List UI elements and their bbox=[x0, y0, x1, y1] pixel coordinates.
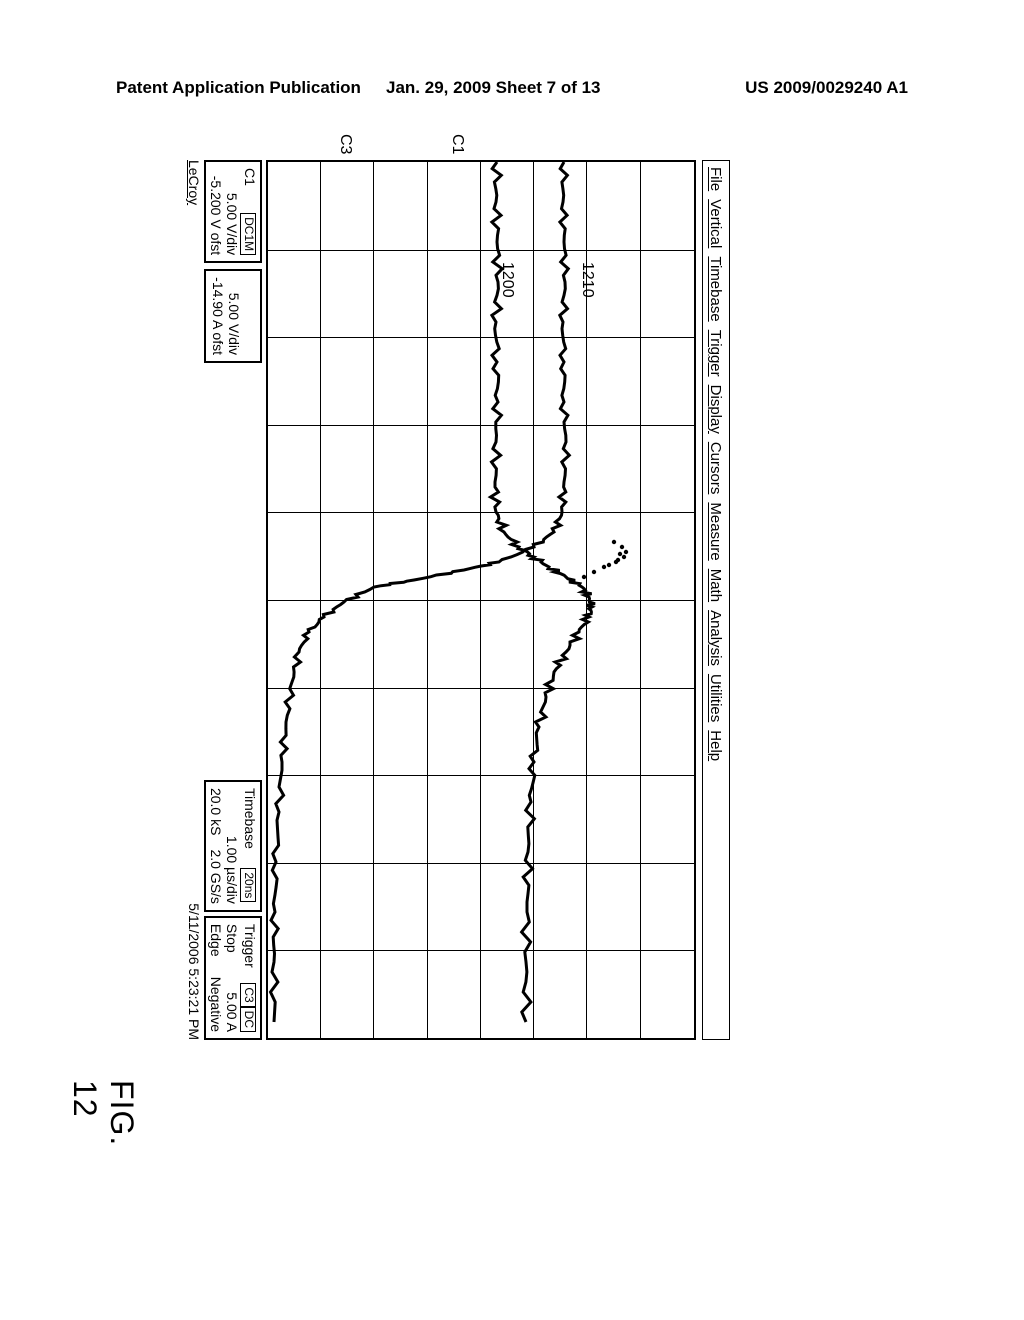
status-row: C1 DC1M 5.00 V/div -5.200 V ofst 5.00 V/… bbox=[204, 160, 262, 1040]
scope-plot-area: C1 C3 1210 1200 bbox=[266, 160, 696, 1040]
menu-timebase[interactable]: Timebase bbox=[708, 256, 725, 321]
oscilloscope-window: File Vertical Timebase Trigger Display C… bbox=[170, 160, 730, 1040]
figure-label: FIG. 12 bbox=[66, 1080, 140, 1146]
trace-peak-dot bbox=[616, 558, 620, 562]
annotation-1200: 1200 bbox=[498, 262, 516, 298]
menu-analysis[interactable]: Analysis bbox=[708, 610, 725, 666]
footer-brand: LeCroy bbox=[186, 160, 202, 205]
header-right: US 2009/0029240 A1 bbox=[745, 78, 908, 98]
trace-peak-dot bbox=[612, 540, 616, 544]
status-left-group: C1 DC1M 5.00 V/div -5.200 V ofst 5.00 V/… bbox=[204, 160, 262, 363]
status-trigger-badge1: C3 bbox=[240, 983, 256, 1006]
header-center: Jan. 29, 2009 Sheet 7 of 13 bbox=[386, 78, 601, 98]
page: Patent Application Publication Jan. 29, … bbox=[0, 0, 1024, 1320]
trace-peak-dot bbox=[618, 552, 622, 556]
menu-measure[interactable]: Measure bbox=[708, 502, 725, 560]
trace-c1 bbox=[271, 162, 570, 1022]
status-c1-coupling: DC1M bbox=[240, 213, 256, 255]
status-trigger-title: Trigger bbox=[242, 924, 258, 968]
trace-peak-dot bbox=[582, 575, 586, 579]
scope-footer: LeCroy 5/11/2006 5:23:21 PM bbox=[186, 160, 202, 1040]
menu-utilities[interactable]: Utilities bbox=[708, 674, 725, 722]
trace-peak-dot bbox=[602, 565, 606, 569]
menu-display[interactable]: Display bbox=[708, 385, 725, 434]
menu-cursors[interactable]: Cursors bbox=[708, 442, 725, 495]
status-timebase-badge: 20ns bbox=[240, 868, 256, 902]
status-right-group: Timebase 20ns 1.00 µs/div 20.0 kS 2.0 GS… bbox=[204, 780, 262, 1040]
menu-file[interactable]: File bbox=[708, 167, 725, 191]
status-c1-line1: 5.00 V/div bbox=[224, 168, 240, 255]
footer-timestamp: 5/11/2006 5:23:21 PM bbox=[186, 903, 202, 1040]
status-box-trigger: Trigger C3DC Stop 5.00 A Edge Negative bbox=[204, 916, 262, 1040]
status-c1-line2: -5.200 V ofst bbox=[208, 168, 224, 255]
status-c3left-line2: -14.90 A ofst bbox=[210, 277, 226, 355]
trace-peak-dot bbox=[624, 550, 628, 554]
header-left: Patent Application Publication bbox=[116, 78, 361, 98]
axis-label-c1: C1 bbox=[448, 134, 466, 154]
status-box-c1: C1 DC1M 5.00 V/div -5.200 V ofst bbox=[204, 160, 262, 263]
status-timebase-l1b: 1.00 µs/div bbox=[224, 836, 240, 904]
status-timebase-title: Timebase bbox=[242, 788, 258, 849]
axis-label-c3: C3 bbox=[336, 134, 354, 154]
status-timebase-l2a: 20.0 kS bbox=[208, 788, 224, 835]
status-trigger-l1b: 5.00 A bbox=[224, 992, 240, 1032]
status-trigger-badge2: DC bbox=[240, 1007, 256, 1032]
menu-help[interactable]: Help bbox=[708, 730, 725, 761]
scope-traces bbox=[268, 162, 694, 1038]
figure-rotated-container: File Vertical Timebase Trigger Display C… bbox=[0, 310, 900, 890]
trace-peak-dot bbox=[620, 545, 624, 549]
annotation-1210: 1210 bbox=[578, 262, 596, 298]
status-box-c3left: 5.00 V/div -14.90 A ofst bbox=[204, 269, 262, 363]
menu-trigger[interactable]: Trigger bbox=[708, 330, 725, 377]
status-box-timebase: Timebase 20ns 1.00 µs/div 20.0 kS 2.0 GS… bbox=[204, 780, 262, 912]
status-trigger-l2b: Negative bbox=[208, 977, 224, 1032]
status-trigger-l2a: Edge bbox=[208, 924, 224, 957]
menubar: File Vertical Timebase Trigger Display C… bbox=[702, 160, 730, 1040]
status-c3left-line1: 5.00 V/div bbox=[226, 277, 242, 355]
menu-math[interactable]: Math bbox=[708, 569, 725, 602]
status-trigger-l1a: Stop bbox=[224, 924, 240, 953]
status-timebase-l2b: 2.0 GS/s bbox=[208, 849, 224, 903]
trace-peak-dot bbox=[607, 563, 611, 567]
trace-peak-dot bbox=[622, 555, 626, 559]
trace-peak-dot bbox=[592, 570, 596, 574]
status-c1-title: C1 bbox=[242, 168, 258, 186]
menu-vertical[interactable]: Vertical bbox=[708, 199, 725, 248]
